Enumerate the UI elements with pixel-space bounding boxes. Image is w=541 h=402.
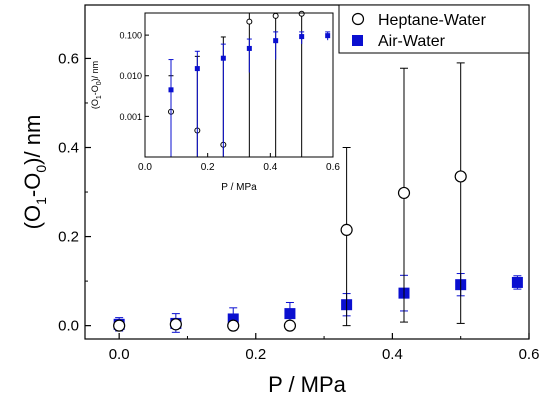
data-point-heptane	[227, 319, 240, 332]
data-point-air	[511, 276, 523, 288]
legend-air-marker	[352, 35, 363, 46]
legend-heptane-label: Heptane-Water	[378, 12, 487, 29]
inset-x-tick-label: 0.4	[263, 162, 277, 173]
inset-frame	[144, 12, 334, 158]
inset-y-label-part: )/ nm	[90, 61, 100, 82]
data-point-air	[284, 308, 296, 320]
inset-data-point-air	[325, 33, 331, 39]
inset-data-point-air	[194, 66, 200, 72]
main-y-label-part: -O	[20, 173, 45, 197]
legend-box	[338, 4, 530, 54]
main-x-tick-label: 0.0	[109, 346, 130, 363]
inset-y-label-part: -O	[90, 85, 100, 95]
main-x-tick-label: 0.6	[519, 346, 540, 363]
data-point-air	[227, 313, 239, 325]
main-x-tick-label: 0.2	[245, 346, 266, 363]
inset-x-axis-label: P / MPa	[221, 182, 257, 193]
main-y-tick-label: 0.2	[58, 229, 79, 246]
inset-y-tick-label: 0.100	[119, 31, 142, 41]
main-y-label-part: (O	[20, 205, 45, 229]
main-x-axis-label: P / MPa	[268, 372, 347, 397]
inset-data-point-heptane	[246, 18, 253, 25]
inset-x-tick-label: 0.0	[138, 162, 152, 173]
series-heptane-water	[113, 62, 467, 332]
main-plot-frame	[84, 4, 530, 340]
inset-y-label-subscript-0: 0	[96, 81, 103, 85]
main-y-label-subscript-1: 1	[33, 197, 49, 205]
inset-x-tick-label: 0.6	[326, 162, 340, 173]
data-point-heptane	[340, 223, 353, 236]
main-y-label-part: )/ nm	[20, 115, 45, 165]
data-point-heptane	[169, 318, 182, 331]
inset-data-point-air	[168, 87, 174, 93]
inset-background	[145, 13, 333, 157]
main-x-tick-label: 0.4	[382, 346, 403, 363]
inset-chart: 0.0 0.2 0.4 0.6 0.001 0.010 0.100 P / MPa (O1-…	[90, 10, 340, 193]
main-y-tick-label: 0.6	[58, 50, 79, 67]
data-point-heptane	[283, 319, 297, 332]
data-point-heptane	[397, 186, 411, 200]
inset-data-point-air	[220, 55, 226, 61]
inset-y-tick-label: 0.001	[119, 112, 142, 122]
main-y-tick-label: 0.0	[58, 318, 79, 335]
inset-y-label-subscript-1: 1	[96, 95, 103, 99]
main-y-label-subscript-0: 0	[33, 165, 49, 173]
inset-y-axis-label: (O1-O0)/ nm	[90, 61, 103, 109]
data-point-heptane	[113, 319, 126, 332]
inset-y-tick-label: 0.010	[119, 71, 142, 81]
legend-air-label: Air-Water	[378, 33, 446, 50]
legend: Heptane-Water Air-Water	[338, 4, 530, 54]
main-y-tick-label: 0.4	[58, 140, 79, 157]
inset-x-tick-label: 0.2	[201, 162, 215, 173]
inset-data-point-air	[299, 34, 305, 40]
inset-y-label-part: (O	[90, 99, 100, 109]
inset-data-point-heptane	[272, 12, 279, 19]
main-y-axis-label: (O1-O0)/ nm	[20, 115, 49, 230]
inset-data-point-heptane	[298, 10, 305, 17]
legend-heptane-marker	[351, 12, 365, 26]
inset-data-point-air	[273, 38, 279, 44]
data-point-heptane	[454, 170, 467, 183]
inset-data-point-air	[246, 45, 252, 51]
inset-series-air-water	[168, 31, 331, 157]
